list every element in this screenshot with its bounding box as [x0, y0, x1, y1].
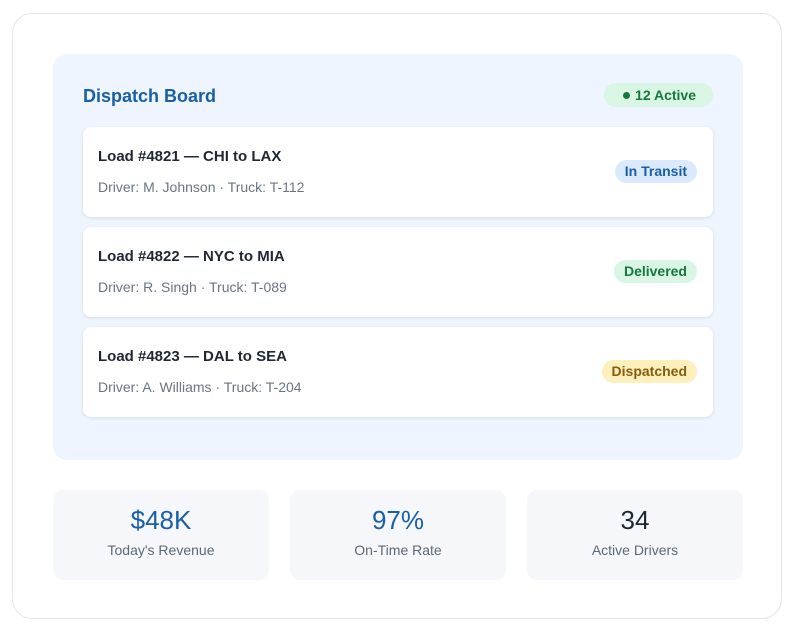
load-details: Driver: M. Johnson · Truck: T-112: [98, 179, 305, 195]
stat-value-revenue: $48K: [130, 505, 192, 535]
load-details: Driver: R. Singh · Truck: T-089: [98, 279, 287, 295]
stat-label-drivers: Active Drivers: [591, 542, 679, 558]
stats-row: $48K Today's Revenue 97% On-Time Rate 34…: [53, 490, 743, 580]
load-card-4822[interactable]: Load #4822 — NYC to MIA Driver: R. Singh…: [83, 227, 713, 317]
load-title: Load #4823 — DAL to SEA: [98, 348, 287, 365]
dispatch-board: Dispatch Board 12 Active Load #4821 — CH…: [53, 54, 743, 460]
board-title: Dispatch Board: [83, 86, 217, 106]
stat-value-on-time: 97%: [371, 505, 425, 535]
load-title: Load #4821 — CHI to LAX: [98, 148, 282, 165]
load-card-4821[interactable]: Load #4821 — CHI to LAX Driver: M. Johns…: [83, 127, 713, 217]
status-badge-delivered: Delivered: [613, 260, 697, 283]
dashboard-card: Dispatch Board 12 Active Load #4821 — CH…: [12, 13, 782, 619]
status-badge-dispatched: Dispatched: [601, 360, 697, 383]
stat-card-revenue: $48K Today's Revenue: [53, 490, 269, 580]
load-list: Load #4821 — CHI to LAX Driver: M. Johns…: [83, 127, 713, 427]
status-dot-icon: [623, 91, 631, 99]
status-badge-in-transit: In Transit: [614, 160, 697, 183]
load-title: Load #4822 — NYC to MIA: [98, 248, 285, 265]
active-count-badge: 12 Active: [604, 83, 713, 107]
stat-label-revenue: Today's Revenue: [107, 542, 215, 558]
stat-label-on-time: On-Time Rate: [354, 542, 442, 558]
stat-value-drivers: 34: [620, 505, 650, 535]
load-details: Driver: A. Williams · Truck: T-204: [98, 379, 302, 395]
stat-card-on-time: 97% On-Time Rate: [290, 490, 506, 580]
stat-card-drivers: 34 Active Drivers: [527, 490, 743, 580]
load-card-4823[interactable]: Load #4823 — DAL to SEA Driver: A. Willi…: [83, 327, 713, 417]
active-count-label: 12 Active: [635, 87, 696, 103]
